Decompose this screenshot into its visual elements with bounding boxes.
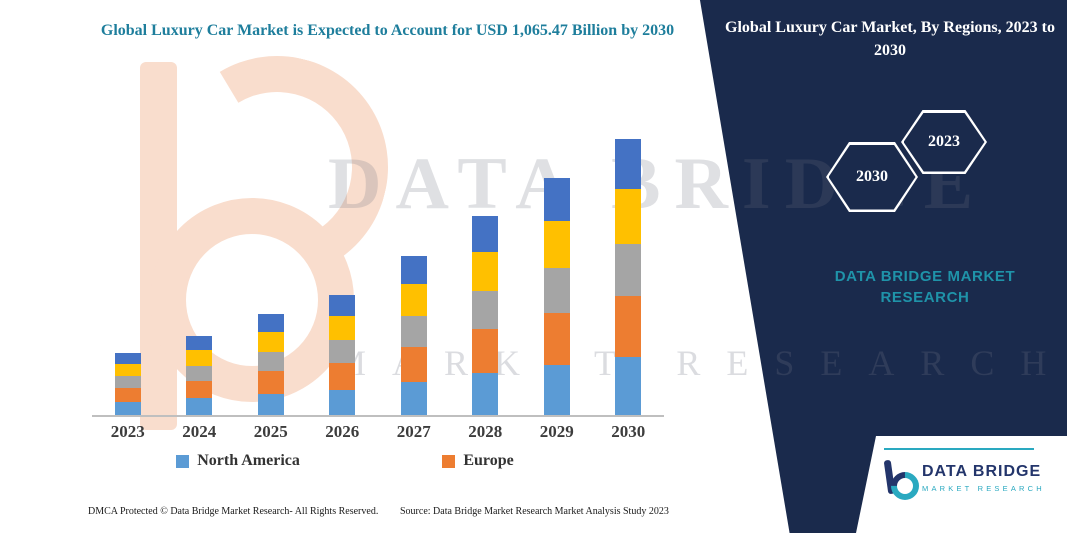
bar-segment bbox=[543, 313, 570, 366]
panel-title: Global Luxury Car Market, By Regions, 20… bbox=[725, 19, 1055, 59]
hexagon-badge-2030-label: 2030 bbox=[828, 144, 916, 210]
bar-segment bbox=[257, 352, 284, 372]
company-logo-box: DATA BRIDGE MARKET RESEARCH bbox=[856, 436, 1067, 533]
bar-segment bbox=[329, 294, 356, 317]
chart-legend: North America Europe bbox=[105, 452, 585, 470]
bar-segment bbox=[114, 376, 141, 389]
source-note: Source: Data Bridge Market Research Mark… bbox=[400, 506, 669, 517]
bar-segment bbox=[400, 381, 427, 415]
bar-segment bbox=[472, 215, 499, 252]
legend-item: Europe bbox=[442, 452, 514, 470]
bar-segment bbox=[543, 177, 570, 221]
bar-2029 bbox=[521, 130, 593, 415]
bar-segment bbox=[472, 373, 499, 415]
bar-segment bbox=[543, 268, 570, 314]
hexagon-badge-2023-label: 2023 bbox=[903, 112, 985, 172]
bar-2030 bbox=[593, 130, 665, 415]
bar-segment bbox=[615, 244, 642, 297]
logo-name: DATA BRIDGE bbox=[922, 463, 1042, 480]
brand-text-line2: RESEARCH bbox=[880, 289, 970, 306]
bar-segment bbox=[543, 365, 570, 415]
x-axis-label: 2025 bbox=[253, 422, 288, 441]
x-axis-label: 2028 bbox=[468, 422, 503, 441]
bar-segment bbox=[329, 316, 356, 341]
x-axis-label: 2030 bbox=[611, 422, 646, 441]
bar-segment bbox=[329, 340, 356, 364]
bar-segment bbox=[615, 139, 642, 189]
bar-segment bbox=[186, 350, 213, 367]
data-bridge-logo-icon bbox=[883, 458, 925, 506]
brand-text: DATA BRIDGE MARKET RESEARCH bbox=[815, 266, 1035, 308]
x-axis-label: 2027 bbox=[396, 422, 431, 441]
bar-2025 bbox=[235, 130, 307, 415]
bar-segment bbox=[615, 296, 642, 357]
bar-segment bbox=[472, 251, 499, 292]
bar-segment bbox=[400, 346, 427, 382]
bar-segment bbox=[257, 371, 284, 394]
x-axis-label: 2029 bbox=[539, 422, 574, 441]
x-axis-labels: 2023 2024 2025 2026 2027 2028 2029 2030 bbox=[92, 422, 664, 442]
bar-segment bbox=[257, 393, 284, 415]
bar-chart-plot bbox=[92, 130, 664, 417]
bar-segment bbox=[257, 313, 284, 333]
bar-segment bbox=[186, 398, 213, 415]
bar-segment bbox=[257, 332, 284, 353]
legend-swatch bbox=[176, 454, 190, 468]
bar-2027 bbox=[378, 130, 450, 415]
bar-2024 bbox=[164, 130, 236, 415]
bar-segment bbox=[329, 363, 356, 390]
bar-segment bbox=[114, 402, 141, 415]
bar-segment bbox=[114, 388, 141, 403]
bar-2028 bbox=[450, 130, 522, 415]
bar-segment bbox=[615, 356, 642, 415]
bar-segment bbox=[186, 366, 213, 382]
bar-segment bbox=[114, 364, 141, 377]
brand-text-line1: DATA BRIDGE MARKET bbox=[834, 268, 1016, 285]
bar-segment bbox=[472, 291, 499, 330]
bar-segment bbox=[472, 329, 499, 374]
bar-segment bbox=[543, 220, 570, 269]
bar-segment bbox=[329, 389, 356, 415]
logo-accent-rule bbox=[884, 448, 1034, 450]
watermark-text-market-research: MARKET RESEARCH bbox=[334, 343, 1067, 383]
x-axis-label: 2026 bbox=[325, 422, 360, 441]
legend-swatch bbox=[442, 454, 456, 468]
bar-segment bbox=[114, 352, 141, 364]
chart-title: Global Luxury Car Market is Expected to … bbox=[100, 22, 675, 39]
bar-2026 bbox=[307, 130, 379, 415]
bar-2023 bbox=[92, 130, 164, 415]
legend-item: North America bbox=[176, 452, 300, 470]
x-axis-label: 2024 bbox=[182, 422, 217, 441]
bar-segment bbox=[400, 284, 427, 317]
legend-label: Europe bbox=[463, 452, 514, 469]
bar-segment bbox=[400, 255, 427, 285]
x-axis-label: 2023 bbox=[110, 422, 145, 441]
bar-segment bbox=[400, 316, 427, 347]
dmca-notice: DMCA Protected © Data Bridge Market Rese… bbox=[88, 506, 379, 517]
bar-segment bbox=[186, 336, 213, 351]
bar-segment bbox=[615, 188, 642, 245]
bar-segment bbox=[186, 381, 213, 399]
logo-subtitle: MARKET RESEARCH bbox=[922, 484, 1045, 493]
legend-label: North America bbox=[197, 452, 300, 469]
